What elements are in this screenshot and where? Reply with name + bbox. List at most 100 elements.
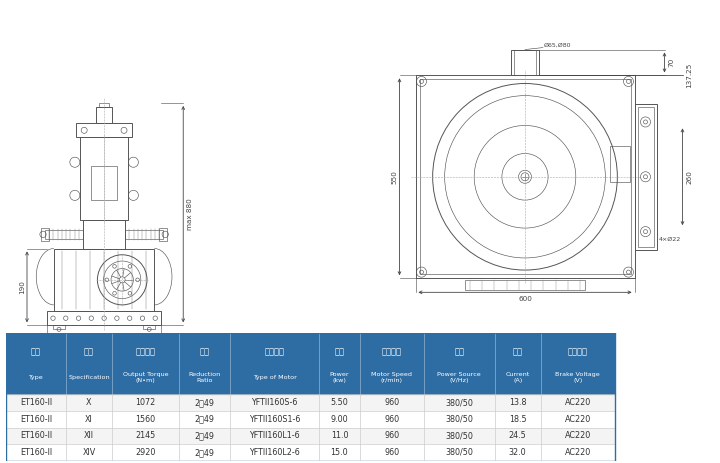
Text: XIV: XIV — [82, 448, 96, 457]
Text: YFTII160S1-6: YFTII160S1-6 — [249, 415, 300, 424]
Text: 电机型号: 电机型号 — [265, 347, 284, 356]
Text: AC220: AC220 — [564, 415, 591, 424]
Bar — [541, 333, 615, 394]
Bar — [319, 333, 360, 394]
Bar — [112, 411, 179, 428]
Text: Ø65,Ø80: Ø65,Ø80 — [544, 43, 572, 48]
Text: 4×Ø22: 4×Ø22 — [659, 237, 680, 242]
Text: 5.50: 5.50 — [330, 398, 348, 407]
Bar — [319, 428, 360, 444]
Text: 规格: 规格 — [84, 347, 94, 356]
Text: 380/50: 380/50 — [445, 448, 473, 457]
Bar — [230, 394, 319, 411]
Bar — [66, 444, 112, 461]
Bar — [541, 444, 615, 461]
Text: ET160-II: ET160-II — [20, 448, 52, 457]
Bar — [634, 104, 657, 250]
Text: 制动电压: 制动电压 — [568, 347, 588, 356]
Text: YFTII160L2-6: YFTII160L2-6 — [249, 448, 300, 457]
Text: 380/50: 380/50 — [445, 398, 473, 407]
Bar — [495, 333, 541, 394]
Bar — [91, 166, 117, 200]
Bar — [112, 333, 179, 394]
Text: Power
(kw): Power (kw) — [330, 372, 349, 383]
Text: 2145: 2145 — [135, 432, 156, 440]
Text: 960: 960 — [384, 415, 400, 424]
Bar — [319, 411, 360, 428]
Text: Type: Type — [29, 375, 43, 380]
Text: 380/50: 380/50 — [445, 415, 473, 424]
Text: 速比: 速比 — [200, 347, 210, 356]
Text: Power Source
(V/Hz): Power Source (V/Hz) — [437, 372, 481, 383]
Bar — [159, 228, 167, 241]
Bar — [99, 103, 109, 107]
Text: YFTII160S-6: YFTII160S-6 — [251, 398, 298, 407]
Bar — [45, 230, 83, 239]
Text: 功率: 功率 — [335, 347, 344, 356]
Bar — [66, 428, 112, 444]
Bar — [610, 146, 629, 182]
Text: AC220: AC220 — [564, 448, 591, 457]
Bar — [179, 444, 230, 461]
Text: ET160-II: ET160-II — [20, 415, 52, 424]
Text: 13.8: 13.8 — [509, 398, 526, 407]
Text: 15.0: 15.0 — [330, 448, 348, 457]
Bar — [360, 411, 424, 428]
Bar — [66, 394, 112, 411]
Text: 2：49: 2：49 — [195, 415, 215, 424]
Text: Reduction
Ratio: Reduction Ratio — [189, 372, 221, 383]
Text: 电源: 电源 — [454, 347, 464, 356]
Text: 2：49: 2：49 — [195, 398, 215, 407]
Bar — [6, 333, 66, 394]
Bar — [541, 428, 615, 444]
Text: 1072: 1072 — [135, 398, 156, 407]
Bar — [80, 138, 128, 220]
Bar — [6, 444, 66, 461]
Text: ET160-II: ET160-II — [20, 432, 52, 440]
Bar — [360, 333, 424, 394]
Bar — [125, 230, 163, 239]
Text: 260: 260 — [686, 170, 693, 184]
Bar — [495, 444, 541, 461]
Bar — [424, 444, 495, 461]
Bar — [514, 50, 536, 75]
Text: 960: 960 — [384, 448, 400, 457]
Text: AC220: AC220 — [564, 432, 591, 440]
Text: 电流: 电流 — [513, 347, 523, 356]
Bar — [179, 394, 230, 411]
Text: 380/50: 380/50 — [445, 432, 473, 440]
Bar — [495, 428, 541, 444]
Bar — [415, 75, 634, 278]
Bar — [112, 428, 179, 444]
Bar — [230, 428, 319, 444]
Text: 2920: 2920 — [135, 448, 156, 457]
Bar — [179, 411, 230, 428]
Bar — [96, 107, 112, 123]
Bar — [424, 333, 495, 394]
Bar — [112, 444, 179, 461]
Text: XI: XI — [85, 415, 93, 424]
Bar — [179, 333, 230, 394]
Bar — [541, 394, 615, 411]
Bar — [53, 325, 65, 329]
Text: 型号: 型号 — [31, 347, 41, 356]
Bar — [6, 428, 66, 444]
Bar — [66, 411, 112, 428]
Bar — [511, 50, 539, 75]
Text: 137.25: 137.25 — [686, 63, 693, 88]
Text: XII: XII — [84, 432, 94, 440]
Text: 24.5: 24.5 — [509, 432, 526, 440]
Bar — [319, 444, 360, 461]
Text: X: X — [86, 398, 91, 407]
Bar — [230, 411, 319, 428]
Text: 550: 550 — [392, 170, 397, 184]
Bar — [360, 394, 424, 411]
Bar — [83, 220, 125, 249]
Bar — [179, 428, 230, 444]
Bar — [41, 228, 49, 241]
Text: 960: 960 — [384, 432, 400, 440]
Bar — [637, 107, 654, 247]
Text: 190: 190 — [19, 280, 25, 294]
Bar — [360, 428, 424, 444]
Text: Type of Motor: Type of Motor — [253, 375, 297, 380]
